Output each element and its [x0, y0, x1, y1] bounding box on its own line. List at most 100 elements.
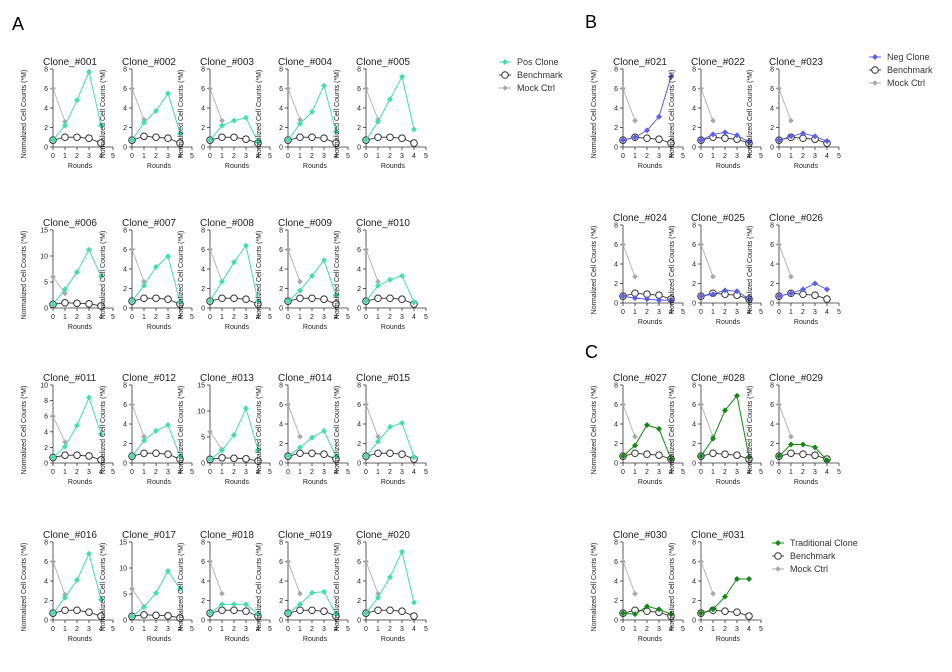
benchmark-point [97, 612, 105, 620]
pos-clone-point [98, 273, 104, 280]
mock-ctrl-point [50, 558, 56, 565]
y-tick-label: 8 [123, 383, 127, 390]
mock-series-line [365, 88, 379, 120]
benchmark-point [97, 456, 105, 464]
benchmark-point [386, 133, 394, 142]
y-tick-label: 8 [279, 540, 283, 547]
y-tick-label: 6 [692, 86, 696, 93]
y-tick-label: 6 [279, 559, 283, 566]
y-tick-label: 6 [201, 247, 205, 254]
x-tick-label: 0 [286, 153, 290, 160]
y-tick-label: 8 [44, 540, 48, 547]
y-tick-label: 4 [357, 106, 361, 113]
mock-ctrl-point [375, 278, 381, 285]
y-tick-label: 2 [123, 286, 127, 293]
y-tick-label: 8 [692, 383, 696, 390]
benchmark-point [721, 607, 729, 616]
x-tick-label: 5 [111, 469, 115, 476]
x-tick-label: 1 [633, 309, 637, 316]
benchmark-point [721, 450, 729, 459]
pos-clone-point [309, 434, 315, 441]
traditional-clone-point [775, 540, 781, 546]
benchmark-point [242, 135, 250, 143]
mock-ctrl-point [620, 558, 626, 565]
y-axis-label: Normalized Cell Counts (*M) [747, 226, 754, 315]
pos-clone-point [309, 589, 315, 596]
legend-label: Mock Ctrl [790, 564, 828, 574]
x-tick-label: 2 [75, 469, 79, 476]
y-tick-label: 8 [770, 67, 774, 74]
mock-ctrl-point [788, 433, 794, 440]
x-tick-label: 1 [633, 626, 637, 633]
x-tick-label: 2 [388, 314, 392, 321]
subplot-title: Clone_#019 [278, 530, 332, 541]
x-tick-label: 4 [669, 626, 673, 633]
mock-ctrl-point [710, 273, 716, 280]
mock-series-line [700, 88, 714, 121]
x-tick-label: 2 [388, 469, 392, 476]
y-tick-label: 0 [770, 301, 774, 308]
y-tick-label: 0 [692, 301, 696, 308]
mock-series-line [131, 404, 145, 437]
x-tick-label: 0 [208, 626, 212, 633]
x-tick-label: 3 [322, 626, 326, 633]
mock-ctrl-point [776, 401, 782, 408]
y-tick-label: 2 [279, 125, 283, 132]
benchmark-point [230, 133, 238, 142]
mock-ctrl-point [620, 241, 626, 248]
pos-clone-point [321, 82, 327, 89]
x-tick-label: 1 [63, 626, 67, 633]
subplot-title: Clone_#029 [769, 373, 823, 384]
benchmark-point [85, 300, 93, 308]
y-tick-label: 0 [692, 461, 696, 468]
subplot-title: Clone_#020 [356, 530, 410, 541]
benchmark-point [811, 291, 819, 300]
benchmark-point [655, 135, 663, 143]
pos-series-line [131, 92, 181, 141]
benchmark-point [218, 133, 226, 142]
y-axis-label: Normalized Cell Counts (*M) [669, 386, 676, 475]
y-tick-label: 0 [123, 306, 127, 313]
neg-clone-point [698, 137, 704, 144]
x-tick-label: 5 [759, 309, 763, 316]
subplot-title: Clone_#030 [613, 530, 667, 541]
pos-clone-point [387, 574, 393, 581]
pos-clone-point [129, 298, 135, 305]
mock-ctrl-point [698, 401, 704, 408]
pos-clone-point [86, 246, 92, 253]
y-tick-label: 6 [357, 402, 361, 409]
y-tick-label: 8 [279, 383, 283, 390]
neg-clone-point [812, 280, 818, 287]
y-tick-label: 4 [279, 579, 283, 586]
x-tick-label: 1 [220, 314, 224, 321]
y-tick-label: 4 [44, 579, 48, 586]
x-axis-label: Rounds [794, 479, 819, 486]
pos-series-line [52, 552, 102, 614]
mock-series-line [287, 404, 301, 437]
y-tick-label: 0 [44, 145, 48, 152]
y-tick-label: 8 [357, 67, 361, 74]
y-tick-label: 4 [692, 106, 696, 113]
y-axis-label: Normalized Cell Counts (*M) [21, 543, 28, 632]
pos-clone-point [62, 443, 68, 450]
mock-ctrl-point [129, 401, 135, 408]
y-axis-label: Normalized Cell Counts (*M) [178, 543, 185, 632]
y-tick-label: 8 [692, 67, 696, 74]
y-tick-label: 0 [614, 145, 618, 152]
x-tick-label: 4 [669, 309, 673, 316]
y-tick-label: 0 [279, 461, 283, 468]
pos-clone-point [177, 299, 183, 306]
pos-clone-point [74, 422, 80, 429]
pos-clone-point [129, 613, 135, 620]
mock-ctrl-point [698, 241, 704, 248]
y-axis-label: Normalized Cell Counts (*M) [178, 386, 185, 475]
pos-clone-point [243, 405, 249, 412]
mock-series-line [778, 244, 792, 277]
mock-series-line [287, 88, 301, 120]
x-tick-label: 0 [699, 626, 703, 633]
x-tick-label: 5 [268, 469, 272, 476]
benchmark-point [374, 294, 382, 303]
x-tick-label: 0 [51, 469, 55, 476]
y-axis-label: Normalized Cell Counts (*M) [178, 231, 185, 320]
neg-clone-point [668, 297, 674, 304]
